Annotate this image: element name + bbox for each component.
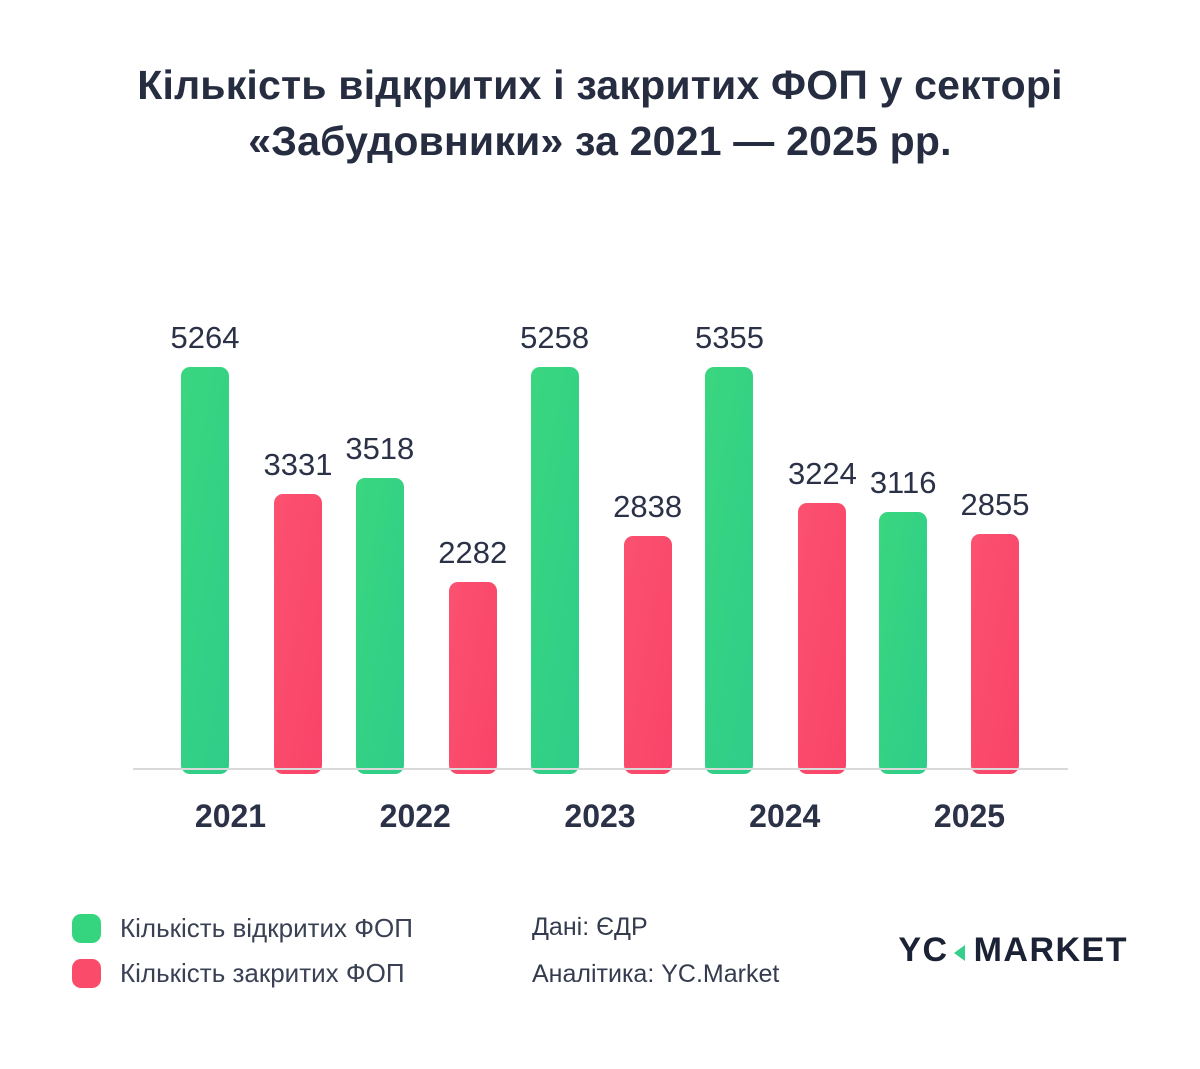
bar-value-label: 3518 [345, 430, 415, 466]
bar-column: 3224 [787, 320, 857, 774]
logo-text-right: MARKET [973, 931, 1128, 969]
source-data-line: Дані: ЄДР [532, 912, 648, 941]
bar-opened-2023 [530, 366, 579, 774]
x-axis-label-2021: 2021 [194, 797, 267, 834]
x-axis-labels: 2021 2022 2023 2024 2025 [133, 798, 1068, 835]
bar-value-label: 5355 [694, 319, 764, 355]
bar-column: 5264 [170, 319, 240, 774]
bar-column: 2282 [438, 320, 508, 774]
legend-swatch-icon [72, 958, 101, 988]
bar-value-label: 2838 [613, 488, 683, 524]
bar-closed-2022 [448, 581, 497, 774]
bar-value-label: 3224 [787, 455, 857, 491]
bar-column: 2855 [960, 320, 1030, 774]
legend-label: Кількість відкритих ФОП [120, 912, 413, 943]
chart-title-line-2: «Забудовники» за 2021 — 2025 рр. [248, 117, 952, 164]
legend: Кількість відкритих ФОП Кількість закрити… [72, 913, 532, 989]
x-axis-line [132, 767, 1068, 770]
bar-group-2024: 5355 3224 [694, 319, 857, 774]
logo-triangle-icon [953, 944, 965, 961]
bar-groups: 5264 3331 3518 2282 5258 2838 5355 3224 3116 2855 [133, 319, 1068, 774]
bar-column: 3331 [263, 320, 333, 774]
legend-swatch-icon [72, 913, 101, 943]
bar-value-label: 2855 [960, 486, 1030, 522]
bar-value-label: 2282 [438, 534, 508, 570]
x-axis-label-2025: 2025 [933, 797, 1006, 834]
x-axis-label-2023: 2023 [564, 797, 636, 834]
bar-chart: 5264 3331 3518 2282 5258 2838 5355 3224 3116 2855… [132, 319, 1068, 835]
legend-item: Кількість закритих ФОП [72, 958, 532, 989]
bar-opened-2021 [180, 366, 229, 774]
chart-title-line-1: Кількість відкритих і закритих ФОП у сек… [137, 62, 1063, 108]
bar-opened-2024 [705, 366, 754, 774]
bar-value-label: 5264 [170, 319, 240, 355]
plot-area: 5264 3331 3518 2282 5258 2838 5355 3224 3116 2855 [132, 319, 1068, 774]
bar-column: 2838 [613, 320, 683, 774]
source-block: Дані: ЄДР Аналітика: YC.Market [532, 913, 779, 989]
bar-closed-2024 [798, 502, 847, 774]
chart-title: Кількість відкритих і закритих ФОП у сек… [70, 58, 1130, 170]
bar-group-2023: 5258 2838 [520, 319, 683, 774]
bar-value-label: 3331 [263, 446, 333, 482]
footer: Кількість відкритих ФОП Кількість закрити… [0, 913, 1200, 989]
bar-column: 5258 [520, 319, 590, 774]
legend-label: Кількість закритих ФОП [120, 957, 405, 988]
bar-value-label: 5258 [520, 319, 590, 355]
bar-group-2022: 3518 2282 [345, 320, 508, 774]
infographic: Кількість відкритих і закритих ФОП у сек… [0, 58, 1200, 1069]
bar-group-2025: 3116 2855 [869, 320, 1030, 774]
source-analytics-line: Аналітика: YC.Market [532, 959, 780, 988]
bar-value-label: 3116 [869, 464, 937, 500]
x-axis-label-2024: 2024 [749, 797, 821, 834]
legend-item: Кількість відкритих ФОП [72, 913, 532, 944]
x-axis-label-2022: 2022 [379, 797, 451, 834]
logo-text-left: YC [898, 931, 949, 969]
bar-closed-2023 [623, 535, 672, 774]
bar-opened-2022 [355, 477, 404, 774]
bar-column: 3518 [345, 320, 415, 774]
bar-closed-2021 [273, 493, 322, 774]
yc-market-logo: YC MARKET [898, 931, 1128, 970]
bar-group-2021: 5264 3331 [170, 319, 333, 774]
bar-opened-2025 [879, 511, 928, 774]
bar-column: 5355 [694, 319, 764, 774]
bar-closed-2025 [970, 533, 1019, 774]
bar-column: 3116 [869, 320, 937, 774]
